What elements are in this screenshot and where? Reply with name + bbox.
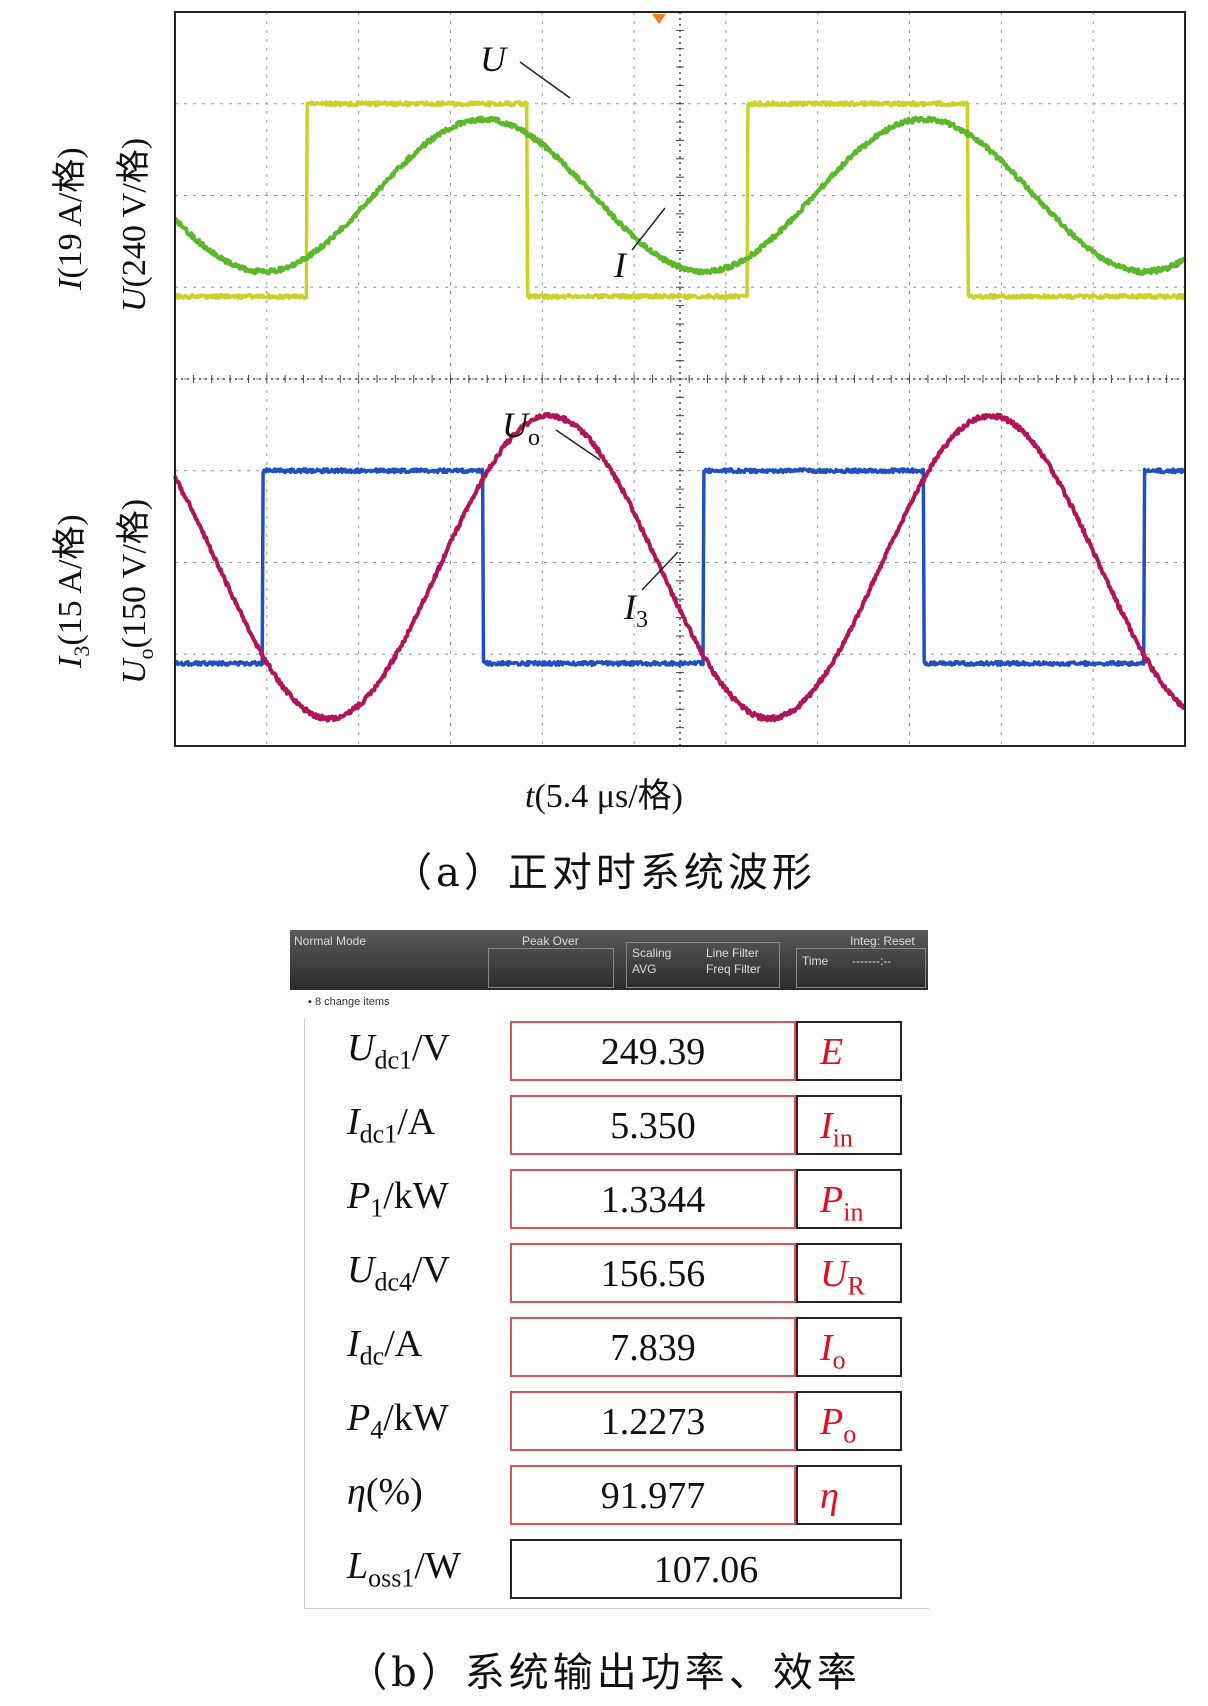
avg-label: AVG <box>632 962 656 976</box>
param-tag: Pin <box>796 1169 902 1229</box>
param-tag: Iin <box>796 1095 902 1155</box>
time-value: -------:-- <box>852 954 891 968</box>
power-analyzer-panel: Normal Mode Peak Over Scaling AVG Line F… <box>290 930 928 1608</box>
marker-Uo: Uo <box>502 404 540 452</box>
table-row: Udc1/V 249.39 E <box>305 1018 929 1084</box>
param-value: 249.39 <box>510 1021 796 1081</box>
param-value: 1.2273 <box>510 1391 796 1451</box>
table-row: η(%) 91.977 η <box>305 1462 929 1528</box>
param-label: Idc1/A <box>347 1100 435 1150</box>
freq-filter-label: Freq Filter <box>706 962 761 976</box>
param-tag: Po <box>796 1391 902 1451</box>
table-row: P4/kW 1.2273 Po <box>305 1388 929 1454</box>
table-row: Loss1/W 107.06 <box>305 1536 929 1602</box>
table-row: Idc1/A 5.350 Iin <box>305 1092 929 1158</box>
param-label: P4/kW <box>347 1396 449 1446</box>
param-tag: E <box>796 1021 902 1081</box>
param-value: 91.977 <box>510 1465 796 1525</box>
marker-U-leader <box>0 0 1208 760</box>
time-label: Time <box>802 954 828 968</box>
measurement-table: Udc1/V 249.39 E Idc1/A 5.350 Iin P1/kW 1.3344 Pi… <box>304 1018 929 1609</box>
x-axis-label: t(5.4 μs/格) <box>0 768 1208 817</box>
param-label: P1/kW <box>347 1174 449 1224</box>
marker-I3: I3 <box>624 586 648 634</box>
caption-b: （b）系统输出功率、效率 <box>0 1640 1208 1698</box>
param-tag: UR <box>796 1243 902 1303</box>
param-value: 5.350 <box>510 1095 796 1155</box>
param-tag: Io <box>796 1317 902 1377</box>
peak-box <box>488 948 614 988</box>
table-row: Idc/A 7.839 Io <box>305 1314 929 1380</box>
param-value: 7.839 <box>510 1317 796 1377</box>
peak-label: Peak Over <box>522 934 579 948</box>
param-value: 107.06 <box>510 1539 902 1599</box>
integ-label: Integ: Reset <box>850 934 915 948</box>
param-label: Loss1/W <box>347 1544 461 1594</box>
param-label: Udc1/V <box>347 1026 450 1076</box>
table-row: P1/kW 1.3344 Pin <box>305 1166 929 1232</box>
param-tag: η <box>796 1465 902 1525</box>
param-value: 156.56 <box>510 1243 796 1303</box>
param-label: η(%) <box>347 1470 423 1514</box>
analyzer-ribbon: Normal Mode Peak Over Scaling AVG Line F… <box>290 930 928 990</box>
param-label: Udc4/V <box>347 1248 450 1298</box>
marker-I: I <box>614 244 626 286</box>
caption-a: （a）正对时系统波形 <box>0 840 1208 898</box>
scaling-label: Scaling <box>632 946 671 960</box>
line-filter-label: Line Filter <box>706 946 759 960</box>
param-value: 1.3344 <box>510 1169 796 1229</box>
mode-label: Normal Mode <box>294 934 366 948</box>
change-items-label: ▪ 8 change items <box>308 996 390 1008</box>
param-label: Idc/A <box>347 1322 422 1372</box>
table-row: Udc4/V 156.56 UR <box>305 1240 929 1306</box>
